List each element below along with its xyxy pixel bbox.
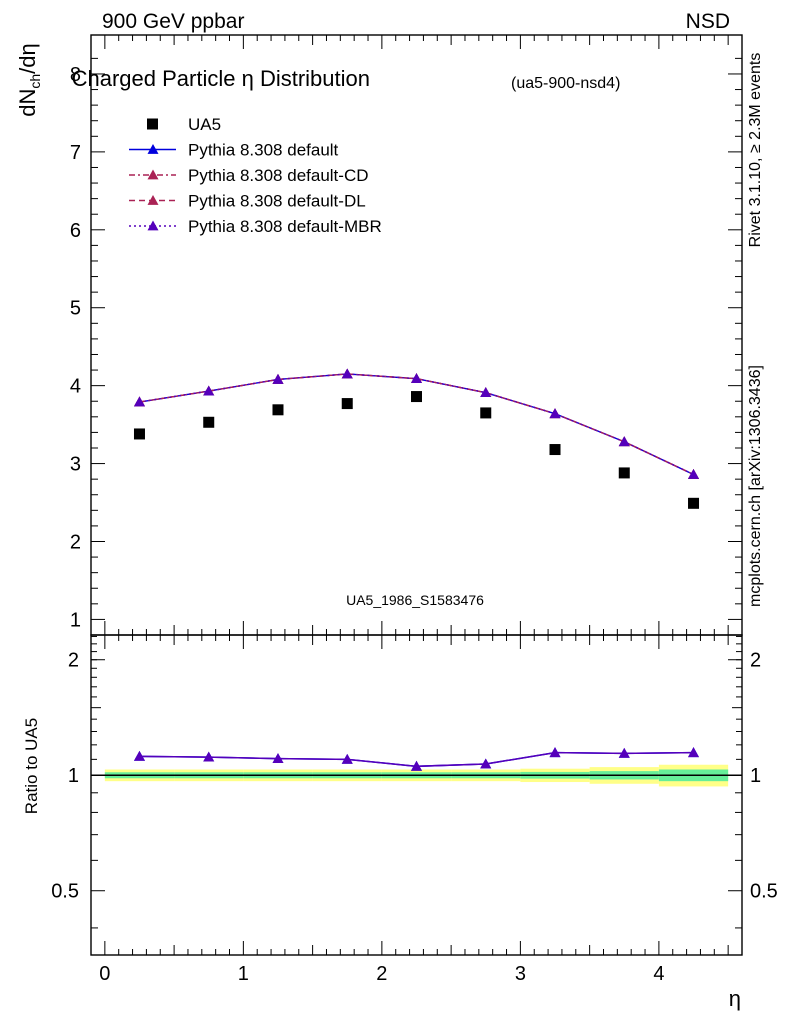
x-tick-label: 3	[515, 963, 526, 985]
data-point	[411, 391, 422, 403]
ratio-plot-panel: 0.5 0.5 1 1 2 2 0 1 2 3 4 Ratio to UA5 η	[22, 634, 778, 1011]
ratio-point	[133, 750, 145, 761]
ratio-series-group	[133, 747, 700, 771]
mc-point	[133, 396, 145, 407]
legend-item: Pythia 8.308 default	[129, 141, 339, 160]
ratio-y-axis: 0.5 0.5 1 1 2 2	[51, 635, 778, 929]
y-axis-label-main: dNch/dη	[15, 43, 43, 117]
legend-marker-triangle	[147, 220, 159, 231]
ratio-y-tick-label-left: 1	[68, 765, 79, 787]
x-tick-label: 0	[99, 963, 110, 985]
ratio-point	[272, 753, 284, 763]
ratio-y-tick-label-left: 2	[68, 650, 79, 672]
series-pythia-8-308-default-mbr	[133, 368, 700, 479]
x-tick-label: 2	[376, 963, 387, 985]
legend-label: Pythia 8.308 default-CD	[188, 166, 369, 185]
legend-item: Pythia 8.308 default-MBR	[129, 217, 382, 236]
main-plot-panel: 1 2 3 4 5 6 7 8 dNch/dη Charged Particle η Dist…	[15, 34, 743, 636]
y-tick-label: 4	[70, 376, 81, 398]
data-point	[272, 404, 284, 416]
header-process-label: NSD	[686, 10, 730, 33]
legend-item: Pythia 8.308 default-DL	[129, 192, 366, 211]
data-point	[549, 444, 561, 456]
ratio-y-tick-label-left: 0.5	[51, 881, 79, 903]
ratio-plot-frame	[90, 634, 743, 956]
legend-marker-square	[147, 118, 158, 130]
ratio-point	[688, 747, 700, 758]
y-axis-label-subscript: ch	[27, 74, 43, 89]
y-tick-label: 6	[70, 220, 81, 242]
data-point	[618, 467, 630, 479]
mc-point	[272, 373, 284, 384]
x-tick-label: 4	[653, 963, 664, 985]
ratio-y-tick-label-right: 1	[750, 765, 761, 787]
ratio-y-tick-label-right: 2	[750, 650, 761, 672]
series-pythia-8-308-default	[133, 368, 700, 479]
mcplots-reference-label: mcplots.cern.ch [arXiv:1306.3436]	[747, 365, 764, 607]
ratio-point	[618, 747, 630, 758]
data-point	[480, 407, 492, 419]
series-ua5	[133, 391, 700, 509]
y-tick-label: 7	[70, 142, 81, 164]
analysis-watermark: UA5_1986_S1583476	[346, 592, 484, 608]
series-pythia-8-308-default-cd	[133, 368, 700, 479]
mc-point	[411, 373, 422, 384]
legend-marker-triangle	[147, 144, 159, 154]
mc-point	[618, 436, 630, 447]
legend-marker-triangle	[147, 169, 159, 180]
legend-marker-triangle	[147, 195, 159, 205]
ratio-point	[480, 758, 492, 769]
data-point	[341, 398, 353, 410]
legend-item: UA5	[147, 115, 221, 134]
ratio-point	[411, 760, 422, 771]
legend-label: Pythia 8.308 default	[188, 141, 339, 160]
series-line	[139, 373, 694, 476]
x-axis-label: η	[729, 986, 741, 1011]
legend-item: Pythia 8.308 default-CD	[129, 166, 369, 185]
main-y-axis: 1 2 3 4 5 6 7 8	[70, 57, 742, 631]
legend: UA5 Pythia 8.308 default Pythia 8.308 defa…	[129, 115, 382, 236]
y-axis-label-tail: /dη	[15, 43, 40, 74]
mc-point	[688, 468, 700, 479]
y-tick-label: 5	[70, 298, 81, 320]
mc-point	[341, 368, 353, 379]
mc-point	[480, 387, 492, 398]
header-collision-label: 900 GeV ppbar	[102, 10, 244, 33]
y-tick-label: 8	[70, 64, 81, 86]
mc-point	[203, 385, 215, 396]
data-point	[688, 497, 700, 509]
ratio-point	[341, 753, 353, 764]
ratio-x-axis: 0 1 2 3 4	[99, 635, 729, 985]
data-point	[133, 428, 145, 440]
y-axis-label-dn: dN	[15, 89, 40, 117]
ratio-y-axis-label: Ratio to UA5	[22, 718, 41, 814]
main-series-group	[133, 368, 700, 509]
ratio-point	[203, 751, 215, 762]
data-point	[203, 416, 215, 428]
series-pythia-8-308-default-dl	[133, 368, 700, 479]
y-tick-label: 1	[70, 609, 81, 631]
rivet-version-label: Rivet 3.1.10, ≥ 2.3M events	[747, 53, 764, 248]
ratio-point	[549, 747, 561, 758]
legend-label: UA5	[188, 115, 221, 134]
mc-point	[549, 408, 561, 419]
chart-subtitle: (ua5-900-nsd4)	[511, 75, 620, 92]
y-tick-label: 2	[70, 531, 81, 553]
chart-title: Charged Particle η Distribution	[72, 66, 370, 91]
x-tick-label: 1	[238, 963, 249, 985]
ratio-series-pythia-8-308-default-mbr	[133, 747, 700, 771]
main-x-ticks	[104, 35, 729, 635]
y-tick-label: 3	[70, 454, 81, 476]
ratio-y-tick-label-right: 0.5	[750, 881, 778, 903]
legend-label: Pythia 8.308 default-DL	[188, 192, 366, 211]
legend-label: Pythia 8.308 default-MBR	[188, 217, 382, 236]
